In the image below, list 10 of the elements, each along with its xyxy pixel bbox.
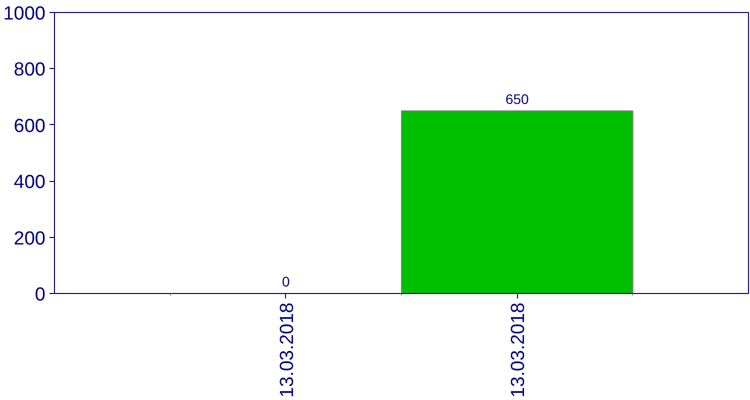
data-label: 0 <box>282 274 290 290</box>
y-tick-label: 800 <box>14 60 46 81</box>
y-tick-label: 400 <box>14 172 46 194</box>
y-tick-label: 600 <box>14 116 46 137</box>
y-tick-label: 1000 <box>3 4 46 24</box>
data-label: 650 <box>505 90 530 107</box>
x-tick-label: 13.03.2018 <box>508 302 530 398</box>
y-tick-label: 200 <box>14 228 46 250</box>
y-tick-label: 0 <box>34 284 46 306</box>
x-tick-label: 13.03.2018 <box>276 302 298 398</box>
